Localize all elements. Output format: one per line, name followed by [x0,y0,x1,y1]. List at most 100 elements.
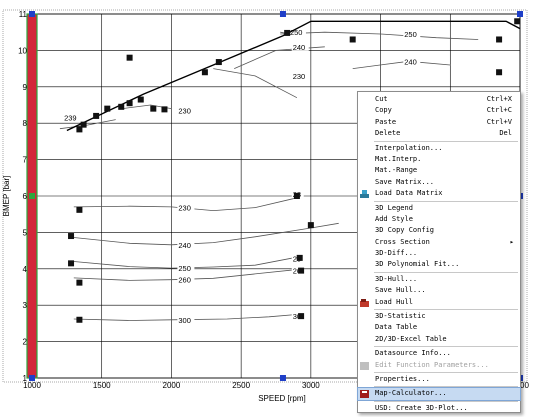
menu-item-load-hull[interactable]: Load Hull [358,297,520,308]
menu-item-label: 3D Legend [375,203,413,212]
menu-item-label: Properties... [375,374,430,383]
menu-item-mat-interp[interactable]: Mat.Interp. [358,154,520,165]
menu-separator [374,309,518,311]
data-point[interactable] [76,206,83,213]
data-point[interactable] [307,222,314,229]
menu-item-label: Load Data Matrix [375,189,443,198]
data-point[interactable] [349,36,356,43]
menu-item-save-matrix[interactable]: Save Matrix... [358,177,520,188]
menu-item-3d-diff[interactable]: 3D-Diff... [358,248,520,259]
hull-icon [360,298,369,307]
context-menu: Cut Ctrl+X Copy Ctrl+C Paste Ctrl+V Delete Del I… [357,91,521,413]
menu-item-datasource-info[interactable]: Datasource Info... [358,348,520,359]
data-point[interactable] [496,69,503,76]
selection-handle[interactable] [517,11,523,17]
menu-item-copy[interactable]: Copy Ctrl+C [358,105,520,116]
selection-handle-mid[interactable] [29,193,35,199]
contour-label-bg [63,113,81,122]
data-point[interactable] [284,29,291,36]
menu-separator [374,400,518,402]
contour-label: 239 [64,114,77,123]
data-point[interactable] [76,126,83,133]
selection-handle[interactable] [29,375,35,381]
menu-item-label: Interpolation... [375,143,443,152]
contour-label: 250 [404,30,417,39]
data-point[interactable] [118,103,125,110]
data-point[interactable] [514,18,521,25]
data-point[interactable] [293,193,300,199]
data-point[interactable] [68,233,75,240]
menu-item-3d-legend[interactable]: 3D Legend [358,203,520,214]
data-point[interactable] [126,100,133,107]
contour-label: 250 [290,28,303,37]
menu-item-label: Cut [375,95,388,103]
data-point[interactable] [215,59,222,66]
selection-frame [2,9,528,383]
menu-item-edit-function-parameters: Edit Function Parameters... [358,360,520,371]
contour-label-bg [291,71,309,80]
menu-item-3d-copy-config[interactable]: 3D Copy Config [358,225,520,236]
data-point[interactable] [201,69,208,76]
data-point[interactable] [76,316,83,323]
data-point[interactable] [104,105,111,112]
menu-item-usd-create-3d-plot[interactable]: USD: Create 3D-Plot... [358,403,520,414]
data-point[interactable] [496,36,503,43]
data-point[interactable] [137,96,144,103]
menu-item-label: Datasource Info... [375,349,451,358]
menu-item-paste[interactable]: Paste Ctrl+V [358,117,520,128]
menu-item-label: Paste [375,117,397,126]
menu-item-data-table[interactable]: Data Table [358,322,520,333]
menu-item-cut[interactable]: Cut Ctrl+X [358,94,520,105]
contour-label: 240 [293,43,306,52]
menu-separator [374,386,518,388]
contour-label-bg [403,30,421,39]
menu-item-3d-statistic[interactable]: 3D-Statistic [358,311,520,322]
data-point[interactable] [76,279,83,286]
data-point[interactable] [161,106,168,113]
menu-item-properties[interactable]: Properties... [358,374,520,385]
contour-label-bg [291,42,309,51]
contour-label-bg [177,315,195,324]
selection-handle[interactable] [29,11,35,17]
data-point[interactable] [80,121,87,128]
menu-item-label: Save Matrix... [375,177,435,186]
menu-item-label: 3D Polynomial Fit... [375,260,460,269]
contour-label-bg [403,57,421,66]
menu-item-cross-section[interactable]: Cross Section ▸ [358,237,520,248]
menu-item-map-calculator[interactable]: Map-Calculator... [357,387,521,401]
submenu-arrow-icon: ▸ [509,237,514,246]
menu-item-label: Mat.Interp. [375,154,422,163]
y-tick-label: 6 [23,192,28,201]
menu-separator [374,140,518,142]
menu-item-2d-3d-excel-table[interactable]: 2D/3D-Excel Table [358,334,520,345]
y-tick-label: 3 [23,301,28,310]
menu-item-3d-polynomial-fit[interactable]: 3D Polynomial Fit... [358,259,520,270]
data-point[interactable] [298,267,305,274]
menu-item-delete[interactable]: Delete Del [358,128,520,139]
menu-item-mat-range[interactable]: Mat.-Range [358,165,520,176]
contour-label-bg [177,275,195,284]
menu-item-save-hull[interactable]: Save Hull... [358,285,520,296]
menu-item-add-style[interactable]: Add Style [358,214,520,225]
data-point[interactable] [126,54,133,61]
x-tick-label: 3000 [302,381,320,390]
selection-handle[interactable] [279,11,286,17]
menu-separator [374,346,518,348]
x-tick-label: 1500 [93,381,111,390]
data-point[interactable] [296,254,303,261]
menu-item-3d-hull[interactable]: 3D-Hull... [358,274,520,285]
contour-label-bg [177,240,195,249]
y-tick-label: 10 [18,46,27,55]
x-tick-label: 2000 [163,381,181,390]
menu-item-load-data-matrix[interactable]: Load Data Matrix [358,188,520,199]
contour-label-bg [177,264,195,273]
selection-handle[interactable] [279,375,286,381]
data-point[interactable] [298,313,305,320]
menu-item-label: Copy [375,106,392,115]
data-point[interactable] [93,112,100,119]
menu-item-interpolation[interactable]: Interpolation... [358,143,520,154]
contour-label-bg [288,28,306,37]
data-point[interactable] [150,105,157,112]
menu-item-label: 2D/3D-Excel Table [375,334,447,343]
data-point[interactable] [68,260,75,267]
